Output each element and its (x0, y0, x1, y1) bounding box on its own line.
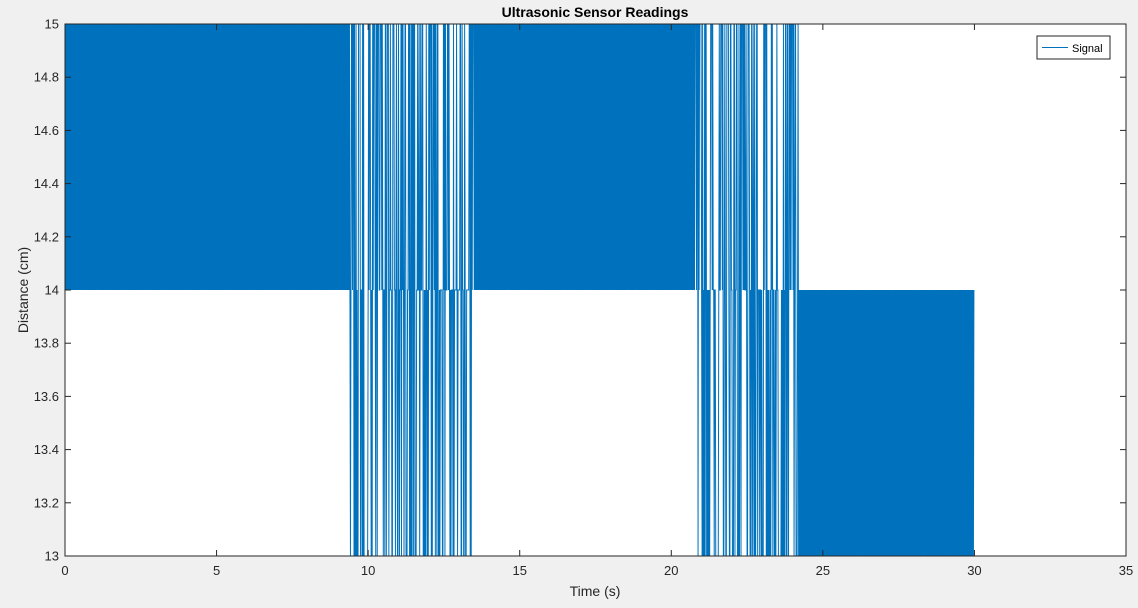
y-tick-label: 13.2 (34, 495, 59, 510)
y-tick-label: 14.6 (34, 123, 59, 138)
y-tick-label: 14 (45, 283, 59, 298)
y-tick-label: 13.8 (34, 336, 59, 351)
x-axis: 0 5 10 15 20 25 30 35 (61, 24, 1133, 578)
signal-line (64, 23, 975, 557)
x-tick-label: 25 (816, 563, 830, 578)
chart-title: Ultrasonic Sensor Readings (502, 4, 689, 20)
x-tick-label: 5 (213, 563, 220, 578)
legend: Signal (1036, 35, 1111, 60)
x-tick-label: 30 (967, 563, 981, 578)
y-axis-label: Distance (cm) (15, 247, 31, 333)
x-tick-label: 10 (361, 563, 375, 578)
y-tick-label: 14.4 (34, 176, 59, 191)
x-tick-label: 15 (512, 563, 526, 578)
legend-signal-label: Signal (1072, 43, 1103, 55)
x-tick-label: 0 (61, 563, 68, 578)
y-tick-label: 14.8 (34, 70, 59, 85)
x-tick-label: 35 (1119, 563, 1133, 578)
x-tick-label: 20 (664, 563, 678, 578)
legend-box (1036, 35, 1111, 60)
y-tick-label: 13.4 (34, 442, 59, 457)
y-tick-label: 14.2 (34, 229, 59, 244)
y-tick-label: 13 (45, 549, 59, 564)
y-tick-label: 15 (45, 17, 59, 32)
y-axis: 13 13.2 13.4 13.6 13.8 14 14.2 14.4 14.6 14.8 15 (34, 17, 1126, 564)
y-tick-label: 13.6 (34, 389, 59, 404)
signal-series (64, 23, 975, 557)
x-axis-label: Time (s) (570, 583, 621, 599)
